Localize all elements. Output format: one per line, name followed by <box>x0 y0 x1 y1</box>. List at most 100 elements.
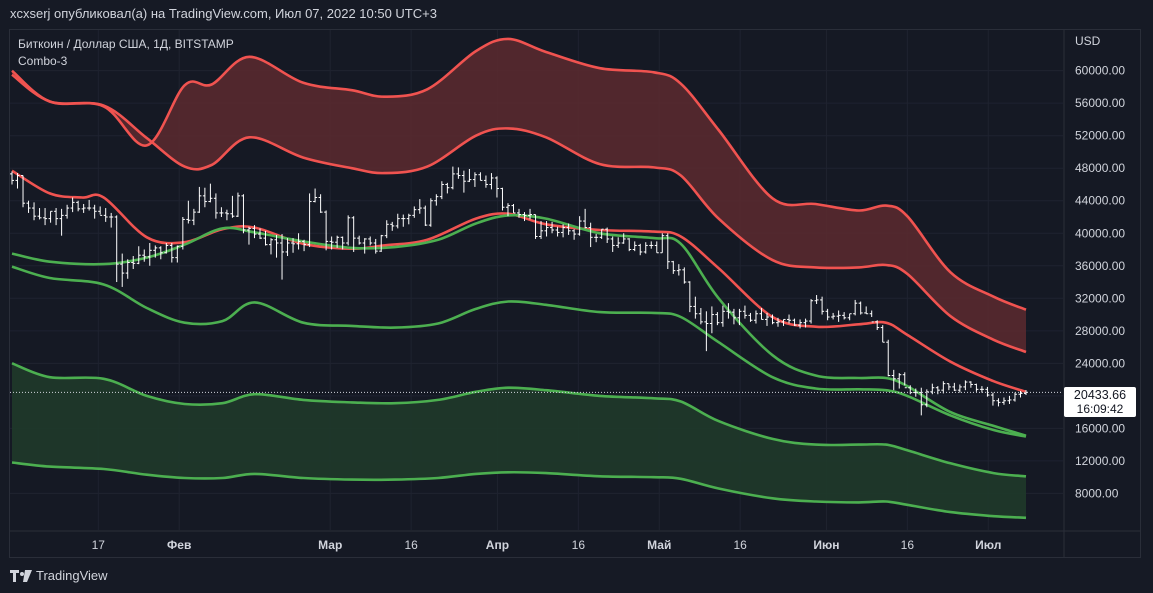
ohlc-bar[interactable] <box>671 260 676 274</box>
ohlc-bar[interactable] <box>213 193 218 219</box>
ohlc-bar[interactable] <box>70 197 75 213</box>
ohlc-bar[interactable] <box>952 382 957 391</box>
ohlc-bar[interactable] <box>753 310 758 324</box>
ohlc-bar[interactable] <box>792 318 797 326</box>
ohlc-bar[interactable] <box>357 235 362 245</box>
ohlc-bar[interactable] <box>246 226 251 245</box>
ohlc-bar[interactable] <box>461 170 466 193</box>
ohlc-bar[interactable] <box>120 253 125 287</box>
ohlc-bar[interactable] <box>847 313 852 321</box>
ohlc-bar[interactable] <box>59 208 64 236</box>
ohlc-bar[interactable] <box>853 299 858 316</box>
ohlc-bar[interactable] <box>362 238 367 254</box>
ohlc-bar[interactable] <box>81 203 86 213</box>
ohlc-bar[interactable] <box>985 386 990 397</box>
ohlc-bar[interactable] <box>814 295 819 304</box>
ohlc-bar[interactable] <box>880 325 885 343</box>
ohlc-bar[interactable] <box>539 221 544 239</box>
ohlc-bar[interactable] <box>169 243 174 263</box>
ohlc-bar[interactable] <box>715 312 720 326</box>
ohlc-bar[interactable] <box>489 173 494 190</box>
ohlc-bar[interactable] <box>224 209 229 221</box>
ohlc-bar[interactable] <box>875 320 880 330</box>
footer-brand[interactable]: TradingView <box>10 568 108 583</box>
ohlc-bar[interactable] <box>21 175 26 208</box>
ohlc-bar[interactable] <box>963 380 968 391</box>
ohlc-bar[interactable] <box>665 233 670 270</box>
ohlc-bar[interactable] <box>996 398 1001 407</box>
chart-legend[interactable]: Биткоин / Доллар США, 1Д, BITSTAMP Combo… <box>18 36 234 70</box>
ohlc-bar[interactable] <box>605 227 610 244</box>
ohlc-bar[interactable] <box>324 210 329 251</box>
ohlc-bar[interactable] <box>858 301 863 315</box>
ohlc-bar[interactable] <box>660 233 665 254</box>
ohlc-bar[interactable] <box>533 214 538 239</box>
ohlc-bar[interactable] <box>990 392 995 406</box>
ohlc-bar[interactable] <box>175 245 180 263</box>
ohlc-bar[interactable] <box>384 220 389 239</box>
ohlc-bar[interactable] <box>759 308 764 320</box>
ohlc-bar[interactable] <box>428 198 433 227</box>
ohlc-bar[interactable] <box>285 238 290 257</box>
ohlc-bar[interactable] <box>627 238 632 252</box>
ohlc-bar[interactable] <box>1007 395 1012 404</box>
ohlc-bar[interactable] <box>423 205 428 226</box>
ohlc-bar[interactable] <box>770 314 775 325</box>
ohlc-bar[interactable] <box>941 381 946 394</box>
ohlc-bar[interactable] <box>252 225 257 239</box>
ohlc-bar[interactable] <box>43 208 48 226</box>
ohlc-bar[interactable] <box>54 208 59 226</box>
ohlc-bar[interactable] <box>869 310 874 323</box>
ohlc-bar[interactable] <box>522 212 527 222</box>
ohlc-bar[interactable] <box>842 312 847 320</box>
ohlc-bar[interactable] <box>550 221 555 234</box>
ohlc-bar[interactable] <box>125 259 130 279</box>
ohlc-bar[interactable] <box>544 221 549 237</box>
ohlc-bar[interactable] <box>467 169 472 183</box>
ohlc-bar[interactable] <box>92 204 97 219</box>
ohlc-bar[interactable] <box>32 202 37 221</box>
ohlc-bar[interactable] <box>478 172 483 181</box>
legend-symbol[interactable]: Биткоин / Доллар США, 1Д, BITSTAMP <box>18 37 234 51</box>
ohlc-bar[interactable] <box>346 215 351 246</box>
ohlc-bar[interactable] <box>505 203 510 217</box>
ohlc-bar[interactable] <box>555 226 560 237</box>
ohlc-bar[interactable] <box>241 194 246 234</box>
ohlc-bar[interactable] <box>610 236 615 252</box>
ohlc-bar[interactable] <box>517 208 521 218</box>
ohlc-bar[interactable] <box>373 238 378 254</box>
ohlc-bar[interactable] <box>197 186 202 213</box>
ohlc-bar[interactable] <box>263 230 268 246</box>
ohlc-bar[interactable] <box>935 386 940 395</box>
ohlc-bar[interactable] <box>528 208 533 220</box>
ohlc-bar[interactable] <box>886 339 891 377</box>
ohlc-bar[interactable] <box>379 234 384 252</box>
ohlc-bar[interactable] <box>131 256 136 270</box>
ohlc-bar[interactable] <box>406 213 411 225</box>
ohlc-bar[interactable] <box>191 208 196 226</box>
ohlc-bar[interactable] <box>500 187 505 211</box>
ohlc-bar[interactable] <box>864 306 869 315</box>
ohlc-bar[interactable] <box>10 171 14 185</box>
ohlc-bar[interactable] <box>632 241 637 252</box>
ohlc-bar[interactable] <box>572 229 577 240</box>
ohlc-bar[interactable] <box>368 236 373 246</box>
ohlc-bar[interactable] <box>764 312 769 326</box>
ohlc-bar[interactable] <box>1012 392 1017 402</box>
ohlc-bar[interactable] <box>434 194 439 206</box>
ohlc-bar[interactable] <box>693 296 698 319</box>
ohlc-bar[interactable] <box>698 308 703 325</box>
ohlc-bar[interactable] <box>737 308 742 326</box>
ohlc-bar[interactable] <box>395 213 400 229</box>
ohlc-bar[interactable] <box>445 182 450 194</box>
ohlc-bar[interactable] <box>390 221 395 231</box>
ohlc-bar[interactable] <box>153 245 158 258</box>
ohlc-bar[interactable] <box>235 192 240 217</box>
ohlc-bar[interactable] <box>103 208 108 222</box>
ohlc-bar[interactable] <box>147 243 152 266</box>
ohlc-bar[interactable] <box>577 216 582 236</box>
ohlc-bar[interactable] <box>230 195 235 218</box>
ohlc-bar[interactable] <box>649 241 654 249</box>
ohlc-bar[interactable] <box>583 208 588 229</box>
